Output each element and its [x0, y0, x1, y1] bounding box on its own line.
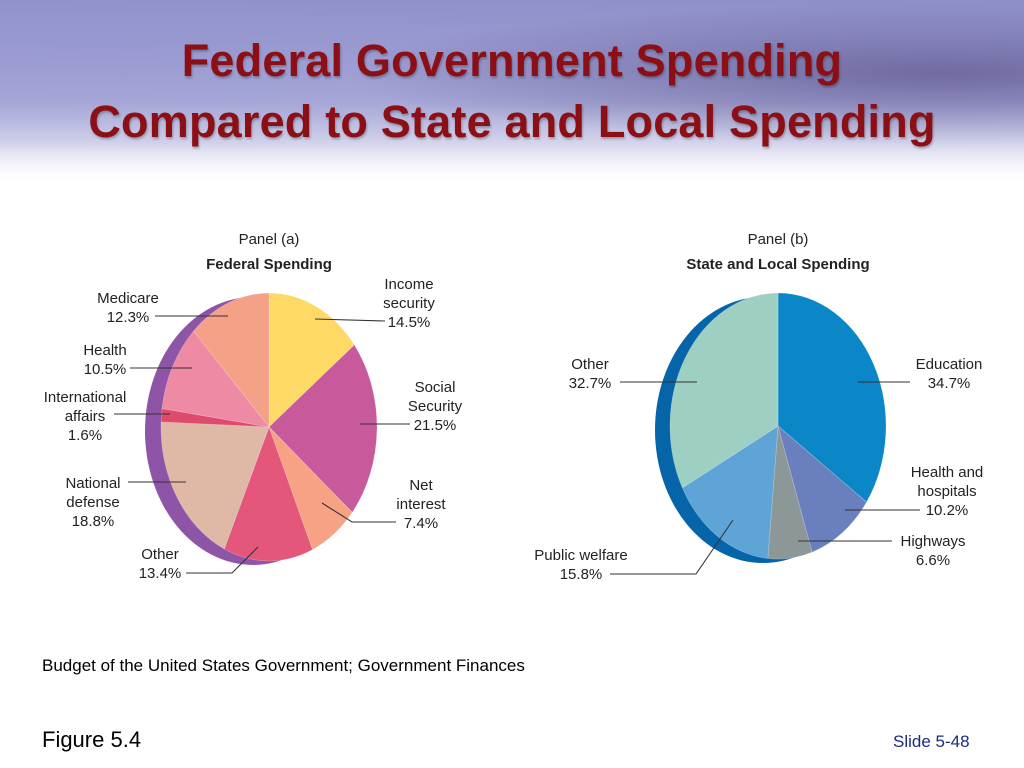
chart1-leader-line [186, 546, 259, 574]
chart2-slice-label: Education 34.7% [916, 356, 983, 392]
chart1-slice-label: Income security 14.5% [383, 276, 435, 331]
chart2-slice [767, 425, 813, 560]
chart2-leader-line [610, 519, 734, 575]
chart1-slice [268, 292, 355, 428]
chart1-slice-label: National defense 18.8% [65, 475, 120, 530]
chart1-slice-label: International affairs 1.6% [44, 389, 127, 444]
chart1-slice [161, 330, 270, 428]
chart1-slice-label: Social Security 21.5% [408, 379, 463, 434]
chart1-slice-label: Net interest 7.4% [396, 477, 446, 532]
chart1-slice [160, 421, 270, 550]
chart1-slice [223, 426, 313, 562]
figure-label: Figure 5.4 [42, 727, 142, 752]
slide-title-line2: Compared to State and Local Spending [88, 96, 936, 147]
chart2-slice [682, 425, 779, 559]
chart2-slice-label: Public welfare 15.8% [534, 547, 627, 583]
chart1-slice [268, 426, 353, 551]
chart2-slice-label: Highways 6.6% [900, 533, 965, 569]
chart1-slice-label: Health 10.5% [83, 342, 126, 378]
chart1-slice-label: Other 13.4% [139, 546, 182, 582]
chart2-slice-label: Health and hospitals 10.2% [911, 464, 984, 519]
source-note: Budget of the United States Government; … [42, 656, 525, 675]
pie-charts: Panel (a) Federal Spending Income security 1… [44, 231, 984, 583]
chart1-panel-label: Panel (a) [239, 231, 300, 248]
chart1-slice [193, 292, 270, 428]
chart2-slice [777, 425, 867, 553]
chart1-slice [160, 408, 270, 428]
chart2-title: State and Local Spending [686, 256, 869, 273]
chart1-title: Federal Spending [206, 256, 332, 273]
title-banner [0, 0, 1024, 185]
chart2-slice-label: Other 32.7% [569, 356, 612, 392]
chart2-panel-label: Panel (b) [748, 231, 809, 248]
chart1-leader-line [314, 318, 386, 322]
chart1-slice-label: Medicare 12.3% [97, 290, 159, 326]
chart1-leader-line [321, 502, 396, 523]
slide-title-line1: Federal Government Spending [181, 35, 843, 86]
chart2-slice [777, 292, 887, 503]
chart1-slice [268, 344, 378, 513]
chart2-slice [669, 292, 779, 489]
slide-number: Slide 5-48 [893, 732, 970, 751]
